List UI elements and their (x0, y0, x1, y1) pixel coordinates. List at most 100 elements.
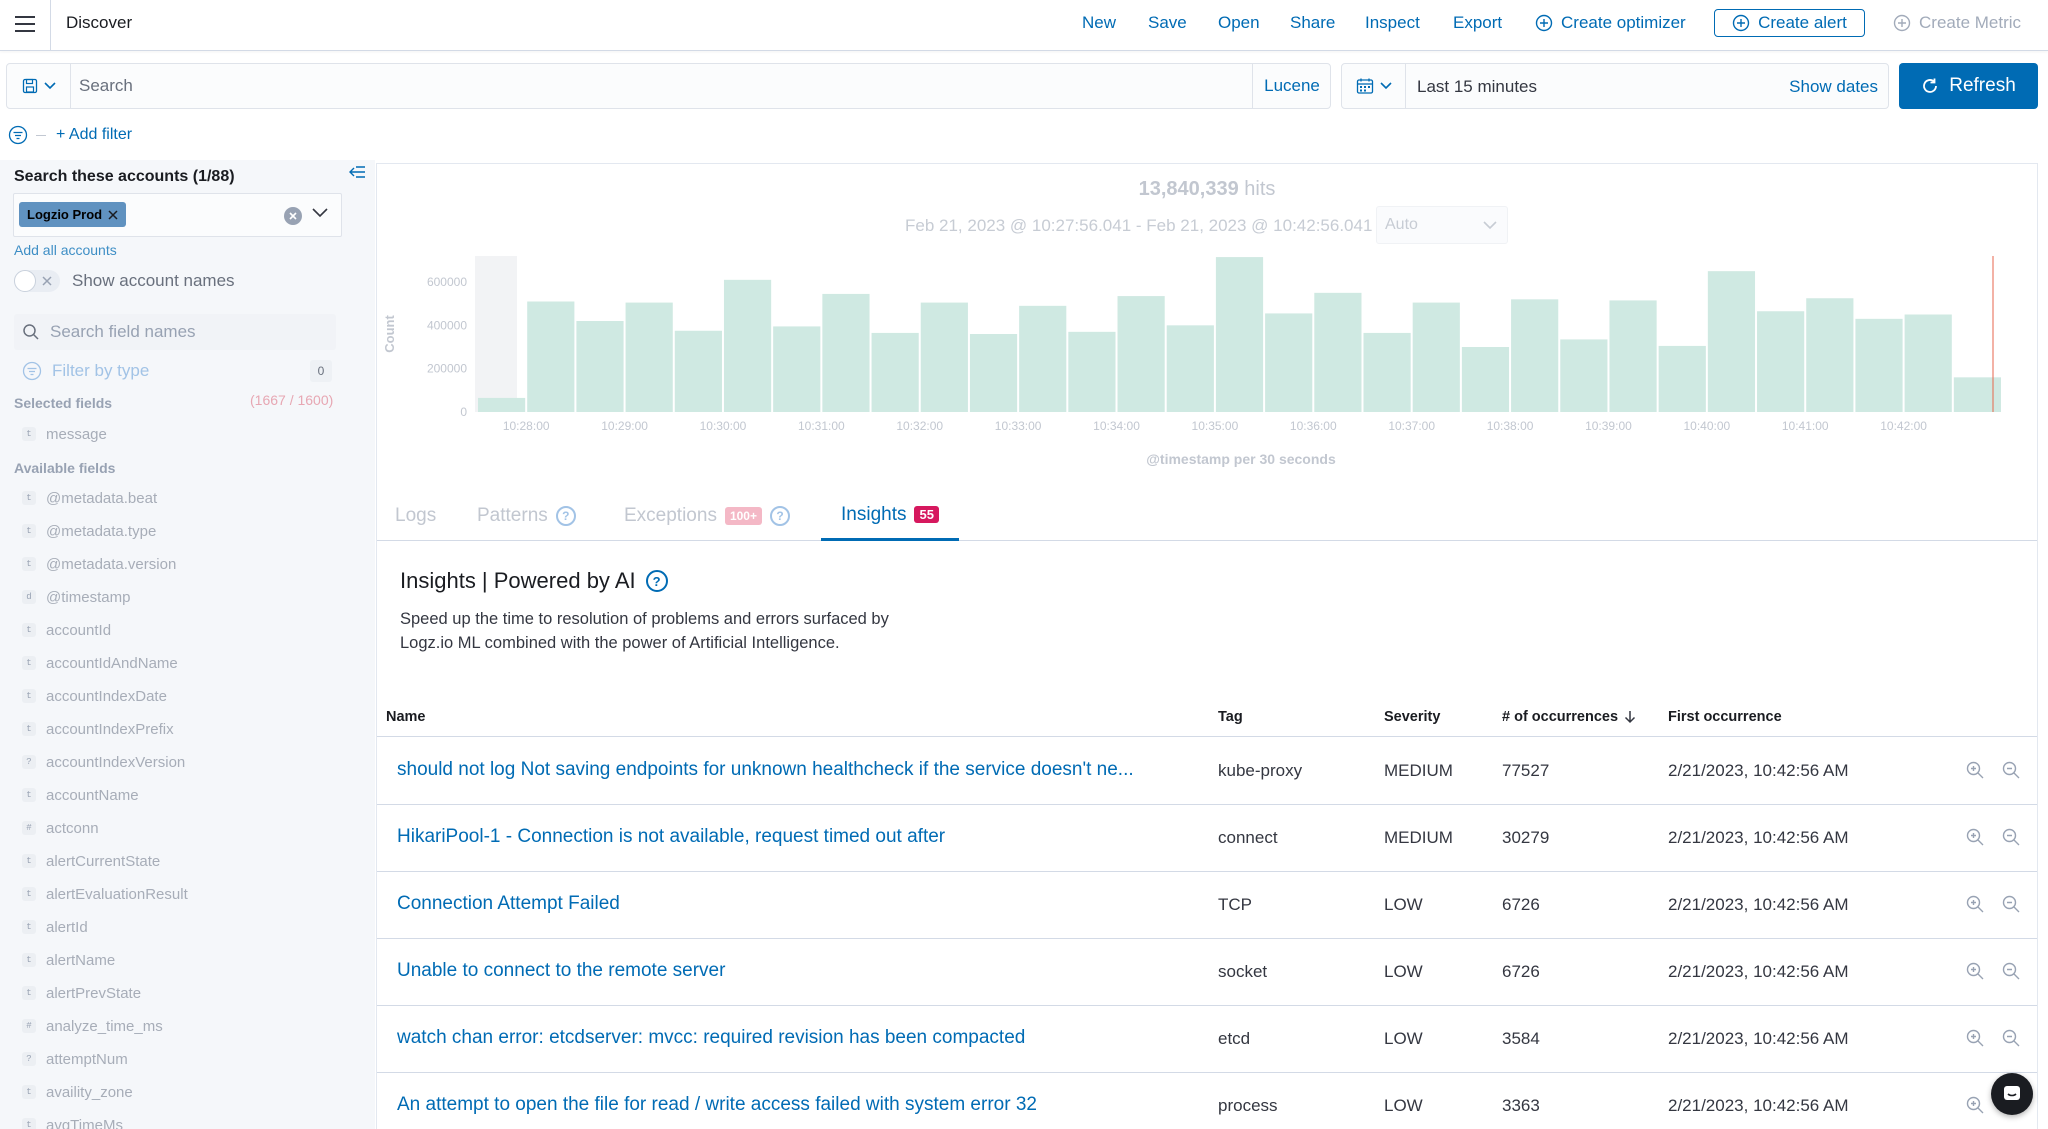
histogram-bar[interactable] (1658, 345, 1706, 412)
field-item[interactable]: t accountIndexDate (22, 685, 167, 707)
zoom-in-icon[interactable] (1965, 760, 1985, 780)
help-icon[interactable]: ? (555, 506, 576, 526)
field-item[interactable]: t alertEvaluationResult (22, 883, 188, 905)
histogram-bar[interactable] (1707, 271, 1756, 412)
query-language-button[interactable]: Lucene (1252, 64, 1331, 108)
field-item[interactable]: t alertId (22, 916, 88, 938)
histogram-bar[interactable] (527, 301, 575, 413)
help-icon[interactable]: ? (645, 570, 668, 592)
collapse-sidebar-icon[interactable] (348, 165, 366, 179)
zoom-out-icon[interactable] (2001, 1028, 2021, 1048)
field-item[interactable]: t accountName (22, 784, 139, 806)
histogram-bar[interactable] (1461, 347, 1510, 412)
interval-select[interactable]: Auto (1376, 206, 1508, 244)
saved-queries-button[interactable] (7, 64, 71, 108)
create-optimizer-link[interactable]: Create optimizer (1535, 13, 1686, 33)
selected-field-item[interactable]: t message (22, 423, 107, 445)
table-row[interactable]: Unable to connect to the remote server so… (377, 939, 2037, 1006)
histogram-bar[interactable] (1019, 305, 1067, 412)
filter-by-type-button[interactable]: Filter by type 0 (14, 356, 336, 386)
tab-logs[interactable]: Logs (395, 491, 436, 541)
tab-insights[interactable]: Insights 55 (821, 491, 959, 541)
histogram-bar[interactable] (969, 334, 1018, 412)
search-input[interactable] (79, 72, 1249, 100)
export-link[interactable]: Export (1453, 13, 1503, 32)
field-item[interactable]: t avgTimeMs (22, 1114, 123, 1129)
zoom-out-icon[interactable] (2001, 894, 2021, 914)
column-header-severity[interactable]: Severity (1384, 709, 1441, 725)
filter-icon[interactable] (8, 125, 28, 145)
histogram-bar[interactable] (773, 326, 821, 412)
histogram-bar[interactable] (871, 332, 919, 412)
tab-patterns[interactable]: Patterns ? (477, 491, 576, 541)
zoom-out-icon[interactable] (2001, 961, 2021, 981)
histogram-chart[interactable]: Count 0 200000 400000 600000 10:28:00 10:29:… (377, 254, 2037, 474)
field-item[interactable]: t accountIdAndName (22, 652, 178, 674)
field-item[interactable]: t accountId (22, 619, 111, 641)
add-all-accounts-link[interactable]: Add all accounts (14, 242, 117, 258)
histogram-bar[interactable] (1363, 332, 1411, 412)
quick-select-button[interactable] (1342, 64, 1406, 108)
field-item[interactable]: d @timestamp (22, 586, 130, 608)
field-item[interactable]: t @metadata.type (22, 520, 156, 542)
histogram-bar[interactable] (1609, 300, 1657, 412)
histogram-bar[interactable] (1117, 296, 1165, 412)
histogram-bar[interactable] (1314, 292, 1362, 412)
histogram-bar[interactable] (1806, 298, 1854, 412)
cell-name[interactable]: HikariPool-1 - Connection is not availab… (397, 826, 946, 847)
column-header-first-occurrence[interactable]: First occurrence (1668, 709, 1782, 725)
cell-name[interactable]: Connection Attempt Failed (397, 893, 620, 914)
histogram-bar[interactable] (1412, 302, 1460, 412)
histogram-bar[interactable] (625, 302, 673, 412)
histogram-bar[interactable] (1166, 325, 1214, 412)
zoom-in-icon[interactable] (1965, 961, 1985, 981)
field-item[interactable]: t @metadata.beat (22, 487, 157, 509)
histogram-bar[interactable] (920, 302, 968, 412)
open-link[interactable]: Open (1218, 13, 1260, 32)
histogram-bar[interactable] (1511, 299, 1559, 412)
zoom-in-icon[interactable] (1965, 1095, 1985, 1115)
column-header-occurrences[interactable]: # of occurrences (1502, 709, 1636, 725)
field-item[interactable]: ? attemptNum (22, 1048, 128, 1070)
create-metric-link[interactable]: Create Metric (1893, 13, 2021, 33)
cell-name[interactable]: watch chan error: etcdserver: mvcc: requ… (397, 1027, 1026, 1048)
table-row[interactable]: should not log Not saving endpoints for … (377, 738, 2037, 805)
refresh-button[interactable]: Refresh (1899, 63, 2038, 109)
save-link[interactable]: Save (1148, 13, 1187, 32)
field-item[interactable]: t availity_zone (22, 1081, 133, 1103)
field-item[interactable]: # actconn (22, 817, 99, 839)
table-row[interactable]: Connection Attempt Failed TCP LOW 6726 2/21/… (377, 872, 2037, 939)
time-range-label[interactable]: Last 15 minutes (1417, 77, 1538, 96)
table-row[interactable]: watch chan error: etcdserver: mvcc: requ… (377, 1006, 2037, 1073)
histogram-bar[interactable] (1068, 331, 1116, 412)
field-item[interactable]: t alertPrevState (22, 982, 141, 1004)
histogram-bar[interactable] (1855, 318, 1903, 412)
histogram-bar[interactable] (822, 293, 870, 412)
share-link[interactable]: Share (1290, 13, 1336, 32)
inspect-link[interactable]: Inspect (1365, 13, 1420, 32)
histogram-bar[interactable] (1904, 314, 1952, 413)
field-item[interactable]: t @metadata.version (22, 553, 176, 575)
cell-name[interactable]: An attempt to open the file for read / w… (397, 1094, 1037, 1115)
histogram-bar[interactable] (478, 397, 526, 412)
zoom-out-icon[interactable] (2001, 827, 2021, 847)
histogram-bar[interactable] (1215, 257, 1264, 412)
table-row[interactable]: An attempt to open the file for read / w… (377, 1073, 2037, 1129)
field-item[interactable]: # analyze_time_ms (22, 1015, 163, 1037)
new-link[interactable]: New (1082, 13, 1117, 32)
column-header-name[interactable]: Name (386, 709, 426, 725)
tab-exceptions[interactable]: Exceptions 100+ ? (624, 491, 790, 541)
clear-icon[interactable] (284, 207, 302, 225)
histogram-bar[interactable] (1757, 311, 1805, 412)
show-account-names-toggle[interactable] (14, 270, 60, 292)
table-row[interactable]: HikariPool-1 - Connection is not availab… (377, 805, 2037, 872)
zoom-in-icon[interactable] (1965, 1028, 1985, 1048)
close-icon[interactable] (108, 209, 118, 220)
field-item[interactable]: t accountIndexPrefix (22, 718, 174, 740)
show-dates-link[interactable]: Show dates (1789, 77, 1878, 96)
field-item[interactable]: ? accountIndexVersion (22, 751, 185, 773)
zoom-in-icon[interactable] (1965, 827, 1985, 847)
add-filter-link[interactable]: + Add filter (56, 126, 133, 143)
help-icon[interactable]: ? (769, 506, 790, 526)
histogram-bar[interactable] (1265, 313, 1313, 412)
